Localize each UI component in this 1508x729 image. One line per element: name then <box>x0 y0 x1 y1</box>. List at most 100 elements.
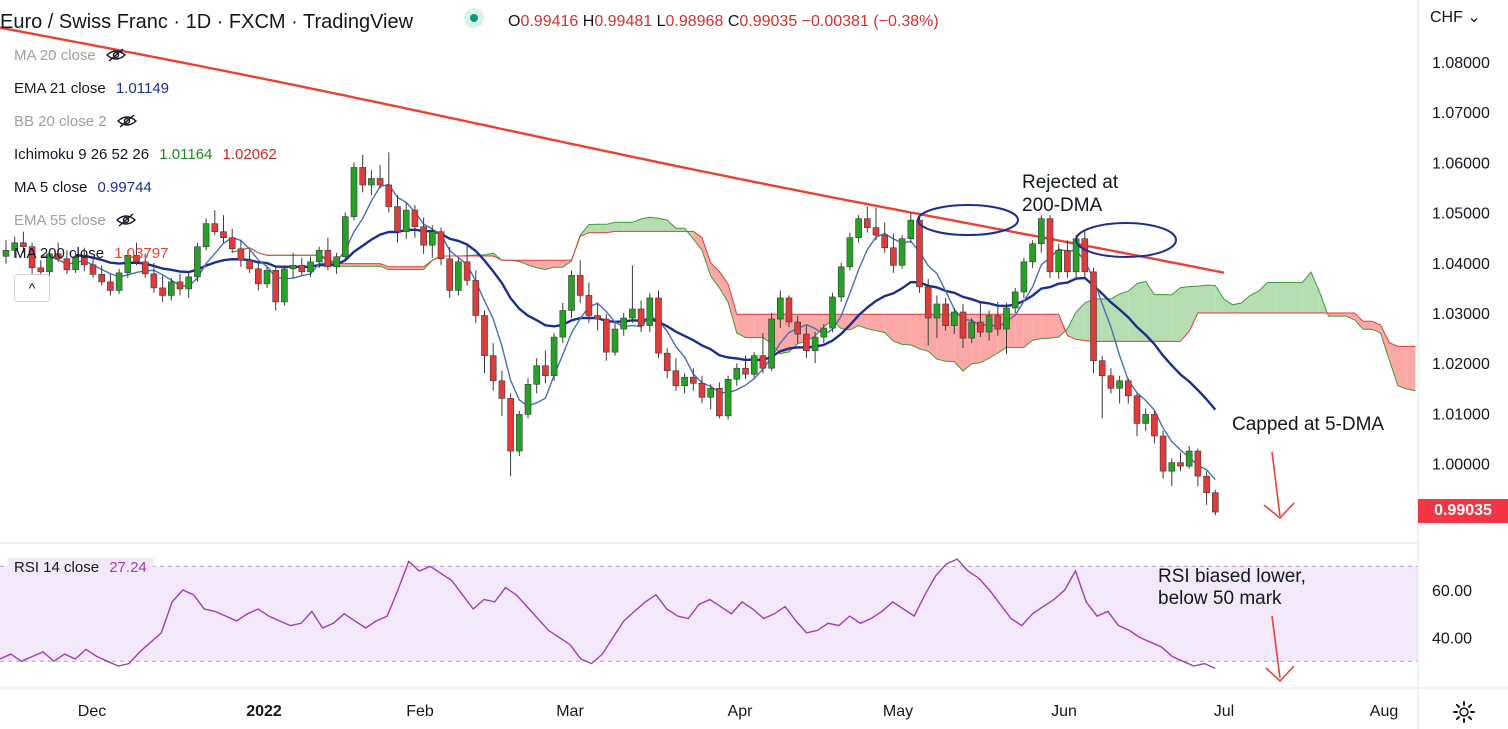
candle-down <box>1064 249 1071 273</box>
chevron-down-icon: ⌄ <box>1462 9 1481 26</box>
price-tick-label: 1.00000 <box>1432 457 1490 474</box>
candle-up <box>855 218 862 238</box>
rsi-tick-label: 60.00 <box>1432 583 1472 600</box>
candle-up <box>124 254 132 274</box>
candle-down <box>794 321 802 335</box>
candle-up <box>898 238 906 266</box>
gear-icon[interactable] <box>1452 700 1476 724</box>
candle-up <box>820 327 828 338</box>
candle-up <box>1185 450 1193 467</box>
candle-down <box>698 382 706 398</box>
candle-down <box>89 264 97 275</box>
price-tick-label: 1.03000 <box>1432 306 1490 323</box>
candle-down <box>324 249 332 268</box>
cloud-segment <box>876 314 885 333</box>
cloud-segment <box>754 314 763 338</box>
candle-down <box>1107 375 1115 389</box>
candle-up <box>550 336 558 377</box>
candle-down <box>1090 271 1097 361</box>
candle-down <box>576 275 584 296</box>
candle-down <box>150 273 158 289</box>
candle-down <box>1125 380 1132 397</box>
candle-up <box>1168 462 1176 472</box>
currency-label: CHF <box>1430 9 1463 26</box>
cloud-segment <box>1406 346 1416 391</box>
candle-up <box>533 365 541 385</box>
candle-up <box>315 249 323 263</box>
cloud-segment <box>1041 314 1050 339</box>
capped-note: Capped at 5-DMA <box>1232 414 1384 435</box>
candle-up <box>568 275 575 311</box>
low-value: 0.98968 <box>665 13 724 30</box>
cloud-segment <box>1398 346 1407 389</box>
candle-down <box>1203 475 1210 494</box>
cloud-segment <box>919 314 929 352</box>
candle-up <box>455 261 462 291</box>
candle-up <box>1055 249 1062 273</box>
candle-up <box>559 310 567 338</box>
candle-down <box>446 258 454 291</box>
candle-down <box>637 308 645 326</box>
currency-selector[interactable]: CHF ⌄ <box>1430 8 1481 28</box>
candle-down <box>481 315 488 356</box>
rsi-band <box>0 566 1418 662</box>
candle-down <box>742 367 749 375</box>
candle-down <box>107 281 114 291</box>
candle-down <box>376 178 384 186</box>
cloud-segment <box>615 222 624 232</box>
candle-up <box>611 328 619 353</box>
candle-up <box>168 281 175 296</box>
cloud-segment <box>414 266 424 270</box>
candle-down <box>255 268 262 285</box>
cloud-segment <box>528 260 537 268</box>
candle-down <box>1046 218 1054 273</box>
cloud-segment <box>910 314 920 349</box>
cloud-segment <box>893 314 903 345</box>
candle-down <box>785 297 793 323</box>
candle-down <box>759 355 767 369</box>
candle-down <box>437 231 445 260</box>
candle-down <box>54 253 62 260</box>
cloud-segment <box>1345 313 1355 320</box>
candle-up <box>846 237 854 268</box>
cloud-segment <box>1293 282 1303 313</box>
open-value: 0.99416 <box>520 13 579 30</box>
candle-down <box>246 259 253 270</box>
rsi-note: below 50 mark <box>1158 588 1282 609</box>
cloud-segment <box>1206 285 1216 313</box>
cloud-segment <box>536 260 546 270</box>
candle-down <box>498 380 506 399</box>
candle-down <box>507 398 514 452</box>
candle-up <box>646 297 654 326</box>
candle-down <box>942 303 949 326</box>
candle-up <box>811 336 819 351</box>
cloud-segment <box>606 222 615 233</box>
cloud-segment <box>1154 294 1164 342</box>
candle-up <box>46 253 53 273</box>
cloud-segment <box>345 263 354 267</box>
candle-up <box>829 296 836 329</box>
senkou-span-a <box>232 216 1416 392</box>
down-arrow-icon <box>1263 451 1295 520</box>
price-tick-label: 1.06000 <box>1432 155 1490 172</box>
cloud-segment <box>1258 282 1268 313</box>
cloud-segment <box>1076 303 1085 341</box>
candle-down <box>916 219 923 288</box>
cloud-segment <box>623 222 633 232</box>
cloud-segment <box>745 314 755 338</box>
cloud-segment <box>1119 291 1129 342</box>
rsi-legend[interactable]: RSI 14 close 27.24 <box>8 558 153 578</box>
last-price-tag: 0.99035 <box>1418 499 1508 523</box>
rsi-value: 27.24 <box>109 559 147 576</box>
price-tick-label: 1.05000 <box>1432 206 1490 223</box>
candle-down <box>602 318 610 353</box>
candle-down <box>863 218 871 228</box>
cloud-segment <box>632 218 642 232</box>
candle-down <box>176 281 184 290</box>
candle-down <box>585 295 593 316</box>
cloud-segment <box>380 263 389 270</box>
candle-up <box>368 178 375 186</box>
